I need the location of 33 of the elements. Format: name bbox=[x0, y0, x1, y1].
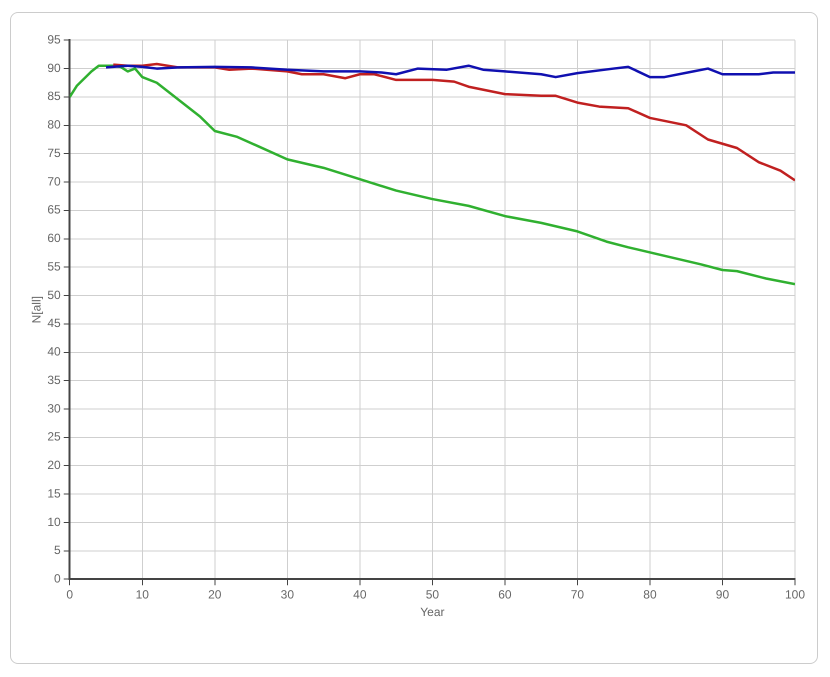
y-tick-label: 85 bbox=[47, 89, 62, 104]
y-axis-title: N[all] bbox=[30, 296, 44, 324]
y-tick-label: 60 bbox=[47, 231, 62, 246]
x-tick-label: 30 bbox=[280, 588, 294, 602]
y-tick-label: 5 bbox=[54, 543, 62, 558]
y-tick-label: 30 bbox=[47, 401, 62, 416]
y-tick-label: 70 bbox=[47, 174, 62, 188]
x-tick-label: 0 bbox=[66, 588, 74, 602]
x-tick-label: 40 bbox=[353, 588, 367, 602]
y-tick-label: 45 bbox=[47, 316, 62, 330]
x-tick-label: 90 bbox=[716, 588, 730, 602]
y-tick-label: 35 bbox=[47, 372, 62, 387]
x-axis-title: Year bbox=[420, 605, 444, 620]
y-tick-label: 80 bbox=[47, 118, 62, 132]
y-tick-label: 40 bbox=[47, 344, 62, 359]
x-tick-label: 20 bbox=[208, 588, 222, 602]
y-tick-label: 10 bbox=[47, 514, 62, 529]
x-tick-label: 80 bbox=[643, 588, 657, 602]
y-tick-label: 0 bbox=[54, 572, 62, 586]
y-tick-label: 25 bbox=[47, 430, 62, 444]
x-tick-label: 50 bbox=[426, 588, 440, 602]
y-tick-label: 95 bbox=[47, 32, 62, 47]
x-tick-label: 100 bbox=[784, 588, 806, 602]
y-tick-label: 55 bbox=[47, 259, 62, 274]
y-tick-label: 65 bbox=[47, 202, 62, 217]
x-tick-label: 10 bbox=[136, 588, 150, 602]
y-tick-label: 50 bbox=[47, 288, 62, 302]
y-tick-label: 20 bbox=[47, 458, 62, 472]
y-tick-label: 15 bbox=[47, 486, 62, 500]
y-tick-label: 90 bbox=[47, 60, 62, 75]
x-tick-label: 60 bbox=[498, 588, 512, 602]
y-tick-label: 75 bbox=[47, 146, 62, 160]
x-tick-label: 70 bbox=[570, 588, 584, 602]
